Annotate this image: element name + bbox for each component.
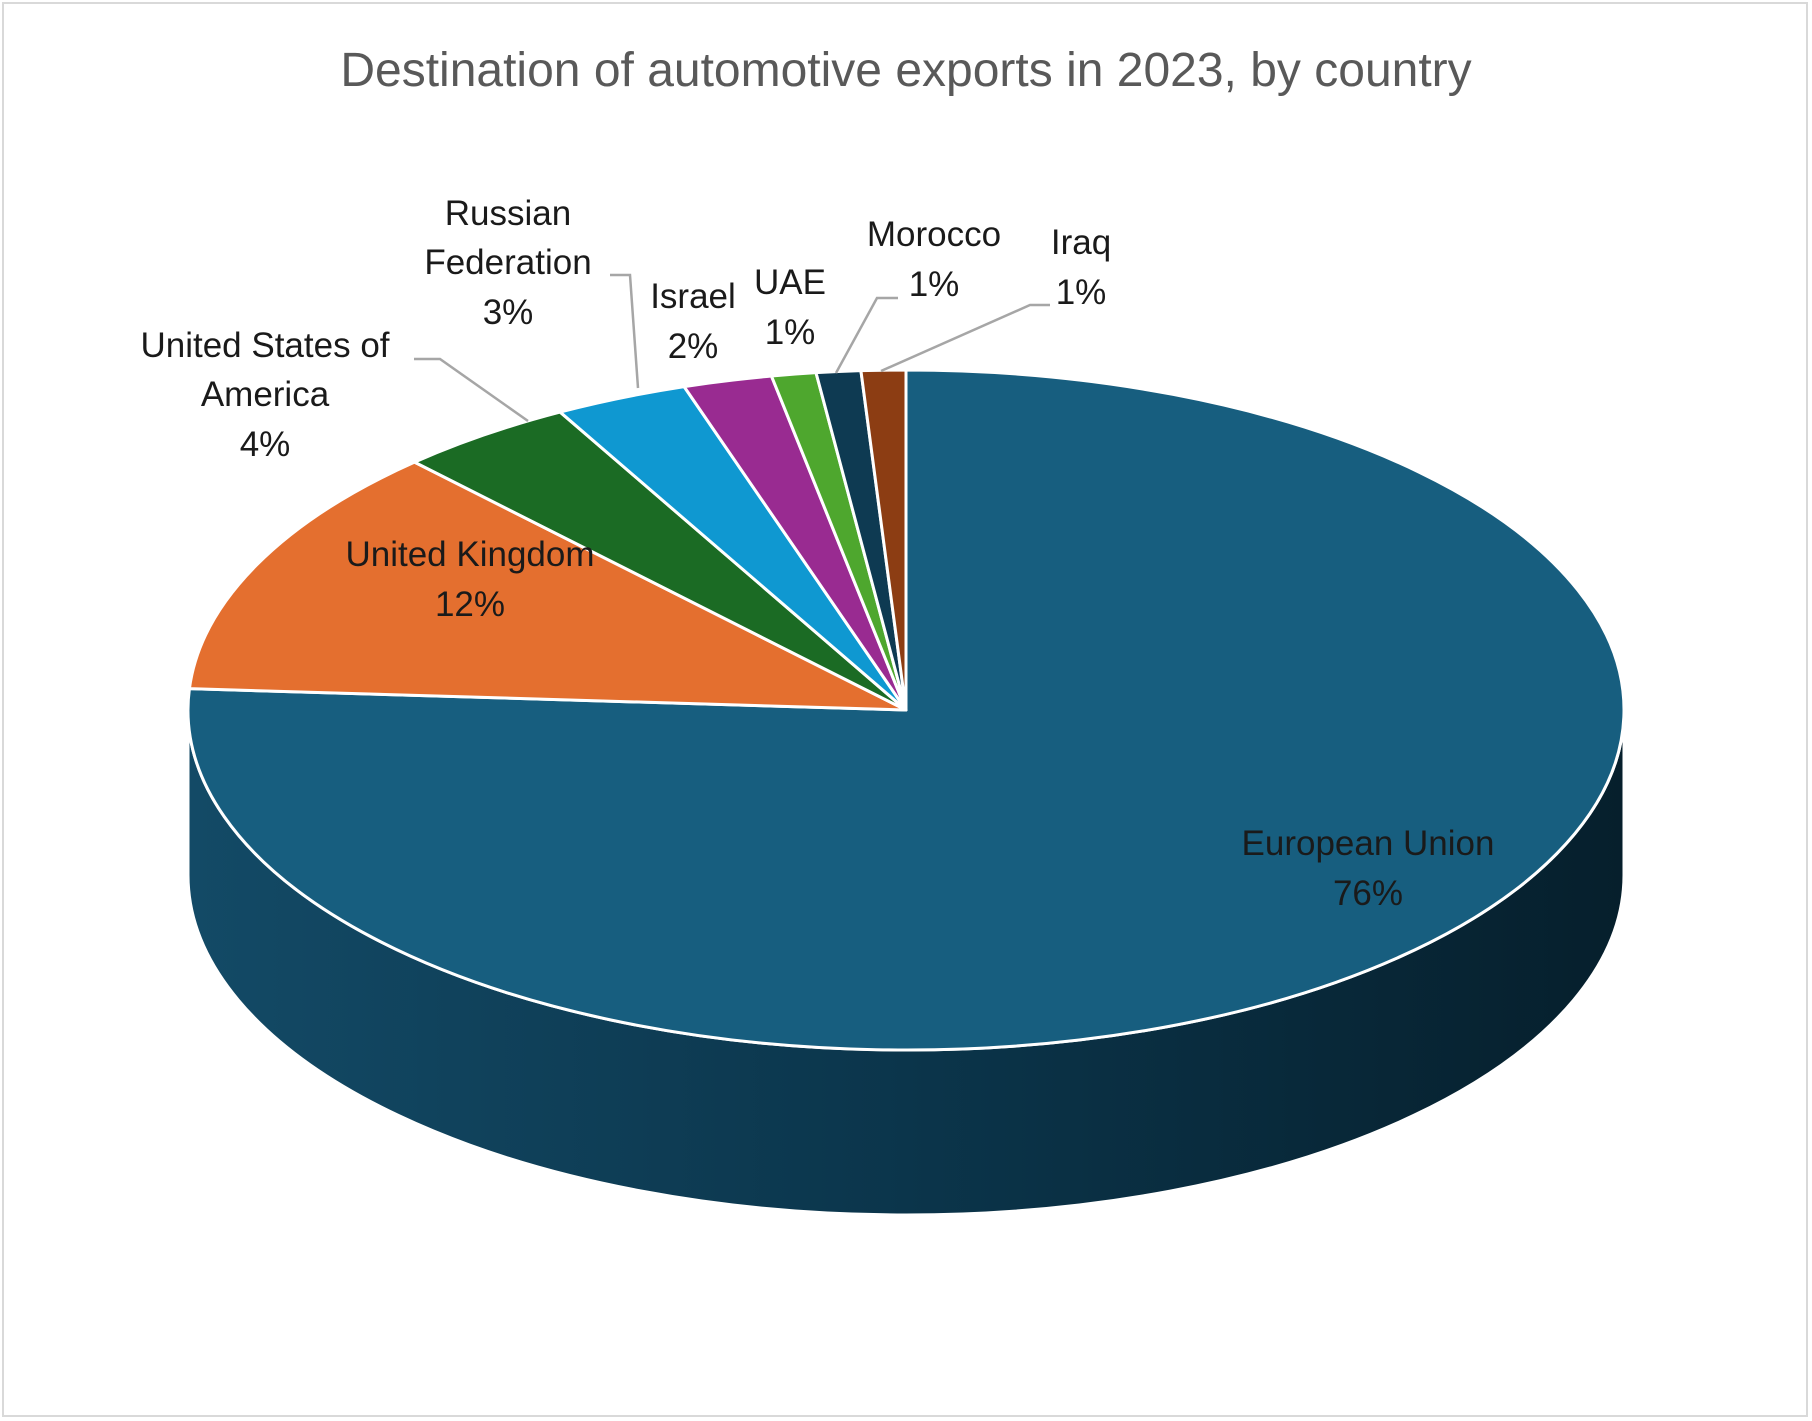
chart-title: Destination of automotive exports in 202… [340,44,1471,97]
category-label-united-states-of-america-line-2: America [201,375,330,414]
category-label-european-union: European Union [1242,824,1495,863]
value-label-iraq: 1% [1056,273,1107,312]
leader-line-iraq [880,303,1050,373]
category-label-uae: UAE [754,263,826,302]
data-label-russian-federation: Russian Federation 3% [424,194,591,332]
pie-slice-united-states-of-america [412,410,908,712]
category-label-morocco: Morocco [867,215,1001,254]
value-label-united-kingdom: 12% [435,585,505,624]
value-label-european-union: 76% [1333,874,1403,913]
category-label-united-kingdom: United Kingdom [345,535,594,574]
pie-slice-european-union [186,368,1626,1052]
leader-line-russian-federation [610,273,640,389]
category-label-russian-federation-line-1: Russian [445,194,571,233]
value-label-uae: 1% [765,313,816,352]
category-label-united-states-of-america-line-1: United States of [140,326,389,365]
leader-line-morocco [834,296,898,374]
leader-line-united-states-of-america [414,357,529,423]
value-label-morocco: 1% [909,265,960,304]
value-label-united-states-of-america: 4% [240,425,291,464]
category-label-israel: Israel [650,277,736,316]
data-label-iraq: Iraq 1% [1051,223,1111,312]
data-label-morocco: Morocco 1% [867,215,1001,304]
value-label-russian-federation: 3% [483,293,534,332]
category-label-iraq: Iraq [1051,223,1111,262]
data-label-uae: UAE 1% [754,263,826,352]
value-label-israel: 2% [668,327,719,366]
data-label-united-kingdom: United Kingdom 12% [345,535,594,624]
data-label-united-states-of-america: United States of America 4% [140,326,389,464]
data-label-european-union: European Union 76% [1242,824,1495,913]
pie-slice-united-kingdom [187,460,908,712]
data-label-israel: Israel 2% [650,277,736,366]
category-label-russian-federation-line-2: Federation [424,243,591,282]
